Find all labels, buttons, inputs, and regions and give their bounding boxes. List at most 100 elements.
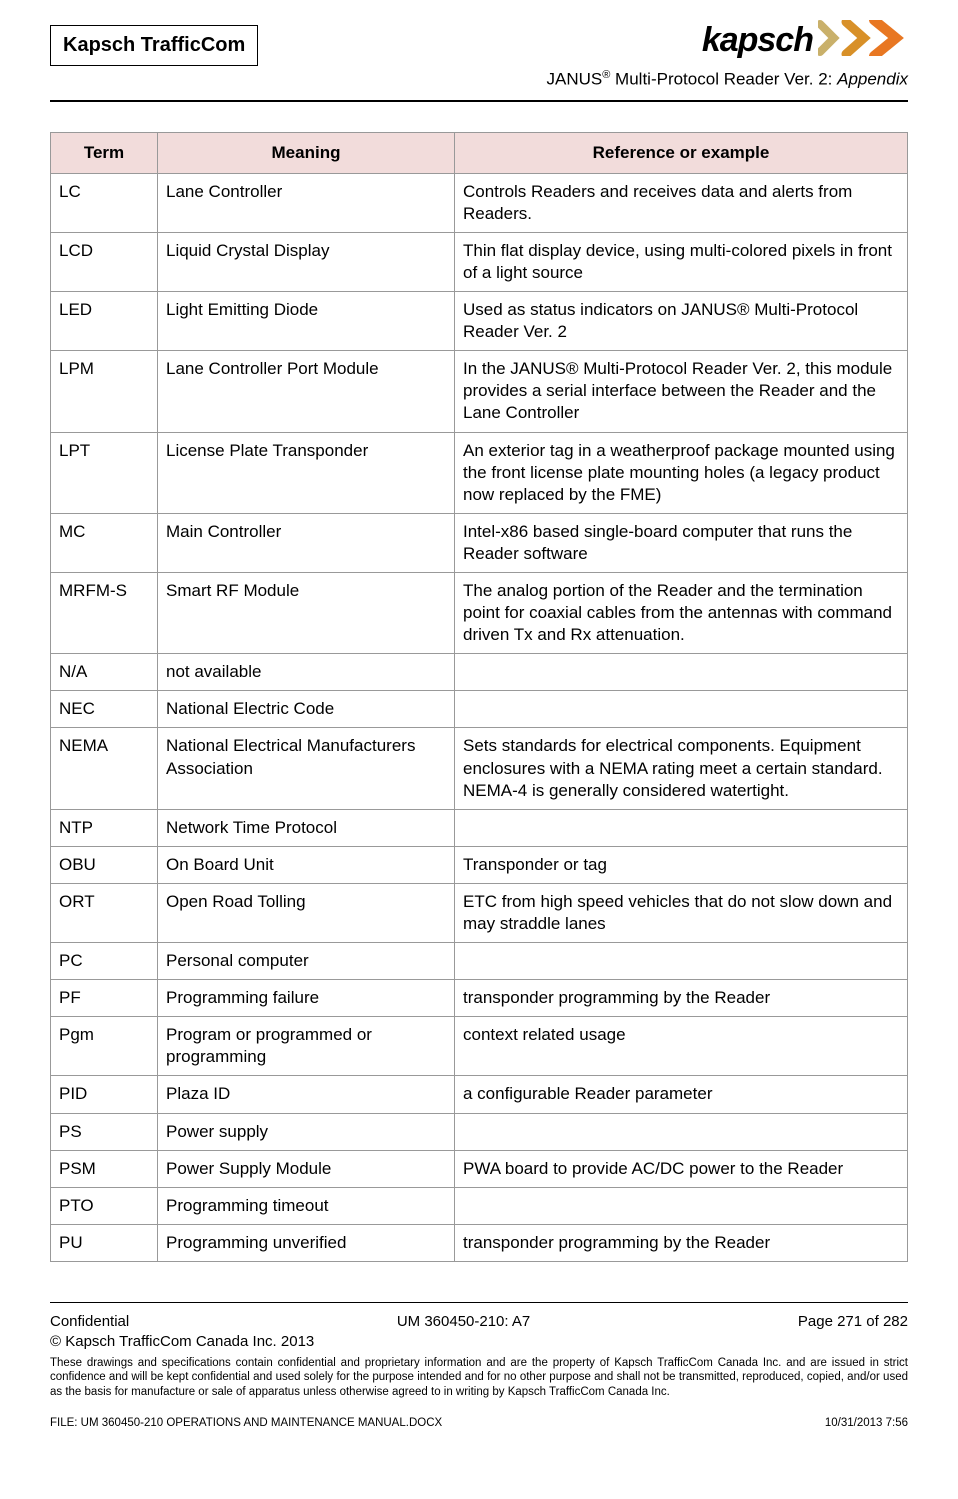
- table-row: PIDPlaza IDa configurable Reader paramet…: [51, 1076, 908, 1113]
- cell-term: MRFM-S: [51, 572, 158, 653]
- cell-meaning: Liquid Crystal Display: [158, 232, 455, 291]
- cell-term: ORT: [51, 883, 158, 942]
- cell-reference: PWA board to provide AC/DC power to the …: [455, 1150, 908, 1187]
- cell-meaning: Plaza ID: [158, 1076, 455, 1113]
- doc-number: UM 360450-210: A7: [397, 1313, 530, 1330]
- cell-term: PTO: [51, 1187, 158, 1224]
- cell-meaning: Open Road Tolling: [158, 883, 455, 942]
- table-row: NECNational Electric Code: [51, 691, 908, 728]
- logo-chevrons-icon: [818, 20, 908, 61]
- cell-reference: Thin flat display device, using multi-co…: [455, 232, 908, 291]
- table-row: OBUOn Board UnitTransponder or tag: [51, 846, 908, 883]
- company-box: Kapsch TrafficCom: [50, 25, 258, 66]
- cell-meaning: Light Emitting Diode: [158, 292, 455, 351]
- table-row: MRFM-SSmart RF ModuleThe analog portion …: [51, 572, 908, 653]
- cell-meaning: Personal computer: [158, 943, 455, 980]
- cell-term: PF: [51, 980, 158, 1017]
- footer-bottom: FILE: UM 360450-210 OPERATIONS AND MAINT…: [50, 1417, 908, 1429]
- table-row: LCDLiquid Crystal DisplayThin flat displ…: [51, 232, 908, 291]
- doc-subtitle: JANUS® Multi-Protocol Reader Ver. 2: App…: [546, 69, 908, 90]
- cell-meaning: Smart RF Module: [158, 572, 455, 653]
- confidential-label: Confidential: [50, 1313, 129, 1330]
- cell-meaning: Main Controller: [158, 513, 455, 572]
- table-header-row: Term Meaning Reference or example: [51, 132, 908, 173]
- footer-line1: Confidential UM 360450-210: A7 Page 271 …: [50, 1313, 908, 1330]
- kapsch-logo: kapsch: [546, 20, 908, 61]
- cell-reference: Controls Readers and receives data and a…: [455, 173, 908, 232]
- th-meaning: Meaning: [158, 132, 455, 173]
- logo-text: kapsch: [702, 21, 813, 60]
- cell-term: LPM: [51, 351, 158, 432]
- table-row: NEMANational Electrical Manufacturers As…: [51, 728, 908, 809]
- footer-rule: [50, 1302, 908, 1303]
- cell-term: N/A: [51, 654, 158, 691]
- th-term: Term: [51, 132, 158, 173]
- cell-reference: [455, 1113, 908, 1150]
- table-row: ORTOpen Road TollingETC from high speed …: [51, 883, 908, 942]
- cell-reference: Sets standards for electrical components…: [455, 728, 908, 809]
- table-row: LPTLicense Plate TransponderAn exterior …: [51, 432, 908, 513]
- table-row: MCMain ControllerIntel-x86 based single-…: [51, 513, 908, 572]
- cell-reference: context related usage: [455, 1017, 908, 1076]
- cell-reference: [455, 809, 908, 846]
- file-date: 10/31/2013 7:56: [825, 1417, 908, 1429]
- cell-term: PS: [51, 1113, 158, 1150]
- cell-meaning: Lane Controller: [158, 173, 455, 232]
- cell-meaning: Lane Controller Port Module: [158, 351, 455, 432]
- file-name: FILE: UM 360450-210 OPERATIONS AND MAINT…: [50, 1417, 442, 1429]
- copyright-line: © Kapsch TrafficCom Canada Inc. 2013: [50, 1333, 908, 1350]
- cell-reference: Used as status indicators on JANUS® Mult…: [455, 292, 908, 351]
- table-row: PTOProgramming timeout: [51, 1187, 908, 1224]
- cell-meaning: Programming failure: [158, 980, 455, 1017]
- cell-term: LPT: [51, 432, 158, 513]
- cell-term: PSM: [51, 1150, 158, 1187]
- cell-reference: [455, 943, 908, 980]
- table-row: N/Anot available: [51, 654, 908, 691]
- table-row: PFProgramming failuretransponder program…: [51, 980, 908, 1017]
- cell-meaning: not available: [158, 654, 455, 691]
- table-row: PgmProgram or programmed or programmingc…: [51, 1017, 908, 1076]
- cell-reference: transponder programming by the Reader: [455, 1224, 908, 1261]
- page-footer: Confidential UM 360450-210: A7 Page 271 …: [50, 1302, 908, 1429]
- cell-reference: The analog portion of the Reader and the…: [455, 572, 908, 653]
- cell-reference: [455, 654, 908, 691]
- cell-meaning: Power supply: [158, 1113, 455, 1150]
- table-row: NTPNetwork Time Protocol: [51, 809, 908, 846]
- cell-term: NEC: [51, 691, 158, 728]
- cell-term: PU: [51, 1224, 158, 1261]
- header-right: kapsch JANUS® Multi-Protocol Reader Ver.…: [546, 20, 908, 90]
- document-page: Kapsch TrafficCom kapsch JANUS® Multi-Pr…: [0, 0, 958, 1449]
- cell-term: LCD: [51, 232, 158, 291]
- cell-reference: ETC from high speed vehicles that do not…: [455, 883, 908, 942]
- cell-reference: a configurable Reader parameter: [455, 1076, 908, 1113]
- cell-meaning: Network Time Protocol: [158, 809, 455, 846]
- cell-term: LED: [51, 292, 158, 351]
- cell-meaning: On Board Unit: [158, 846, 455, 883]
- cell-meaning: Power Supply Module: [158, 1150, 455, 1187]
- cell-term: NTP: [51, 809, 158, 846]
- cell-term: NEMA: [51, 728, 158, 809]
- table-row: PSMPower Supply ModulePWA board to provi…: [51, 1150, 908, 1187]
- cell-meaning: Program or programmed or programming: [158, 1017, 455, 1076]
- cell-term: LC: [51, 173, 158, 232]
- cell-reference: Transponder or tag: [455, 846, 908, 883]
- cell-meaning: National Electric Code: [158, 691, 455, 728]
- cell-reference: An exterior tag in a weatherproof packag…: [455, 432, 908, 513]
- cell-term: PC: [51, 943, 158, 980]
- cell-reference: transponder programming by the Reader: [455, 980, 908, 1017]
- cell-term: PID: [51, 1076, 158, 1113]
- table-row: LCLane ControllerControls Readers and re…: [51, 173, 908, 232]
- cell-reference: [455, 691, 908, 728]
- page-number: Page 271 of 282: [798, 1313, 908, 1330]
- page-header: Kapsch TrafficCom kapsch JANUS® Multi-Pr…: [50, 20, 908, 90]
- cell-reference: In the JANUS® Multi-Protocol Reader Ver.…: [455, 351, 908, 432]
- cell-term: OBU: [51, 846, 158, 883]
- glossary-table: Term Meaning Reference or example LCLane…: [50, 132, 908, 1262]
- fineprint: These drawings and specifications contai…: [50, 1356, 908, 1399]
- table-row: LEDLight Emitting DiodeUsed as status in…: [51, 292, 908, 351]
- th-reference: Reference or example: [455, 132, 908, 173]
- cell-term: Pgm: [51, 1017, 158, 1076]
- table-row: PSPower supply: [51, 1113, 908, 1150]
- table-row: LPMLane Controller Port ModuleIn the JAN…: [51, 351, 908, 432]
- header-rule: [50, 100, 908, 102]
